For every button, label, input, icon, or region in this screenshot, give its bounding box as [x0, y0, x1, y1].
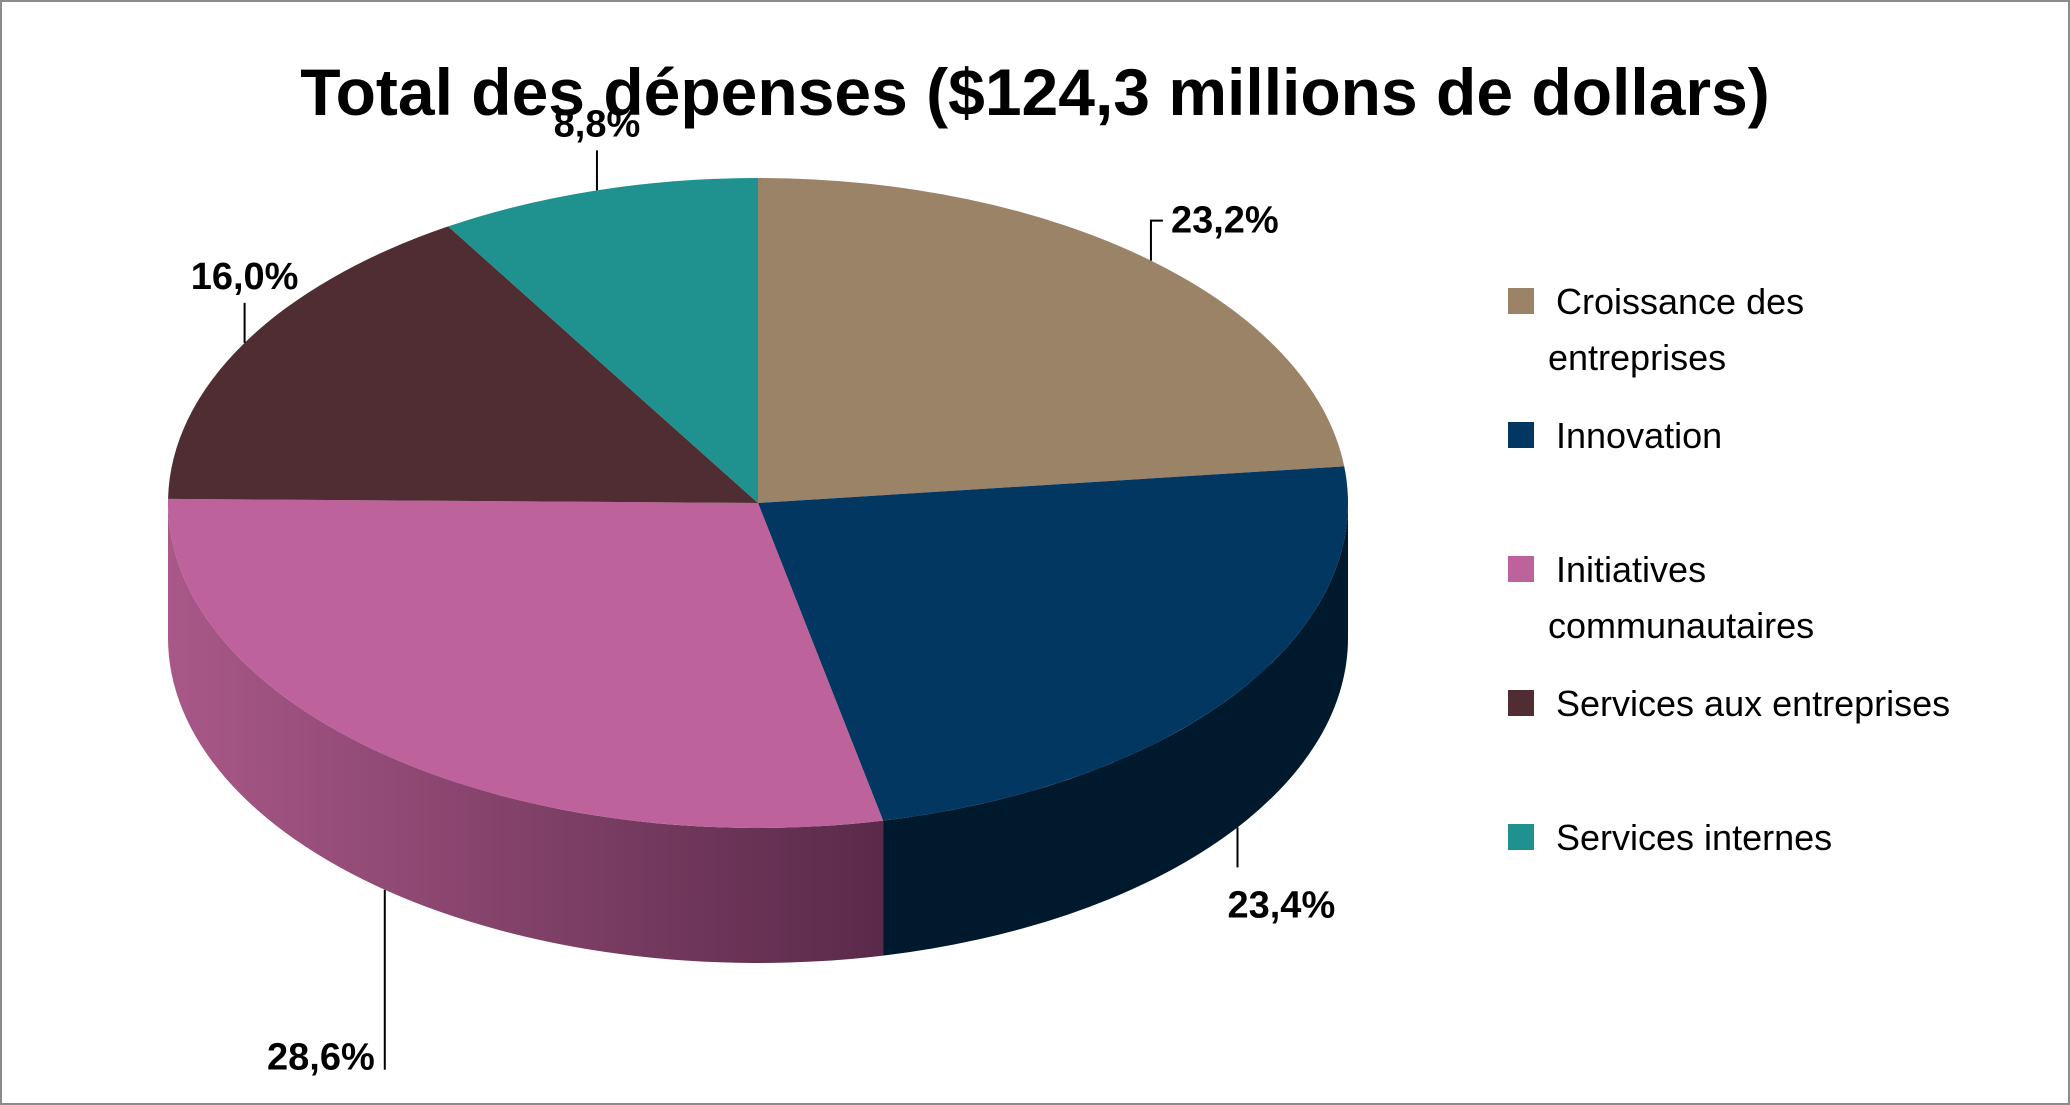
side-initiatives-communautaires [168, 503, 884, 963]
side-innovation [883, 503, 1348, 956]
legend-swatch [1508, 288, 1534, 314]
legend-label: Services aux entreprises [1556, 683, 1950, 724]
legend-item-croissance-des-entreprises: Croissance des entreprises [1508, 281, 1804, 378]
legend-label: Innovation [1556, 415, 1722, 456]
legend-label: communautaires [1548, 605, 1814, 646]
data-label-initiatives-communautaires: 28,6% [267, 1037, 375, 1079]
data-labels: 23,2% 23,4% 28,6% 16,0% 8,8% [191, 103, 1336, 1078]
slice-croissance-des-entreprises [758, 178, 1345, 503]
slice-innovation [758, 466, 1348, 821]
pie-tops [168, 178, 1348, 828]
label-leaders [243, 150, 1239, 1070]
legend-swatch [1508, 556, 1534, 582]
legend-label: Initiatives [1556, 549, 1706, 590]
legend-label: Croissance des [1556, 281, 1804, 322]
legend-label: Services internes [1556, 817, 1832, 858]
slice-services-aux-entreprises [168, 226, 759, 503]
data-label-services-internes: 8,8% [554, 103, 641, 145]
data-label-croissance-des-entreprises: 23,2% [1171, 200, 1279, 242]
chart-title: Total des dépenses ($124,3 millions de d… [300, 55, 1770, 129]
legend-label: entreprises [1548, 337, 1726, 378]
legend-swatch [1508, 690, 1534, 716]
leader-croissance-des-entreprises [1149, 219, 1163, 261]
data-label-innovation: 23,4% [1227, 884, 1335, 926]
legend: Croissance des entreprises Innovation Initi… [1508, 281, 1950, 858]
legend-swatch [1508, 824, 1534, 850]
slice-services-internes [448, 178, 758, 503]
data-label-services-aux-entreprises: 16,0% [191, 256, 299, 298]
pie-sides [168, 503, 1348, 963]
slice-initiatives-communautaires [168, 498, 884, 828]
legend-item-services-aux-entreprises: Services aux entreprises [1508, 683, 1950, 724]
legend-item-innovation: Innovation [1508, 415, 1722, 456]
legend-item-services-internes: Services internes [1508, 817, 1832, 858]
legend-item-initiatives-communautaires: Initiatives communautaires [1508, 549, 1814, 646]
legend-swatch [1508, 422, 1534, 448]
